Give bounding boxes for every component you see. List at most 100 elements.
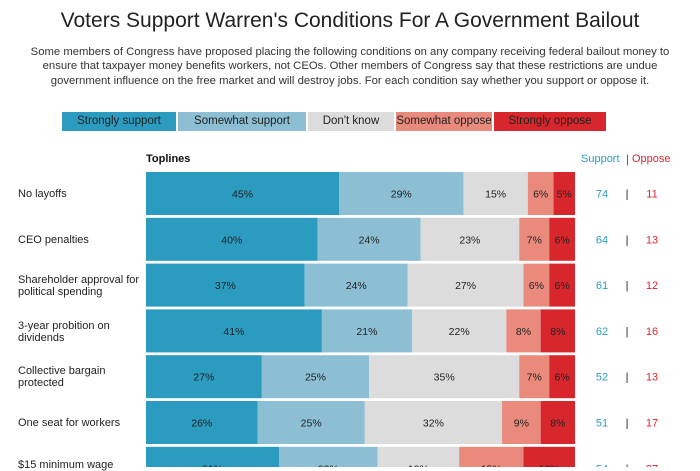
row-label-ceo-penalties: CEO penalties bbox=[18, 234, 89, 246]
bar-strongly-support-shareholder-approval-for-political-spending bbox=[146, 263, 305, 307]
oppose-total: 16 bbox=[646, 326, 658, 338]
row-label-no-layoffs: No layoffs bbox=[18, 188, 67, 200]
bar-strongly-oppose-ceo-penalties bbox=[549, 217, 575, 261]
bar-value-label: 24% bbox=[359, 234, 380, 246]
net-separator: | bbox=[626, 234, 629, 246]
oppose-total: 12 bbox=[646, 280, 658, 292]
legend-item-strongly-oppose: Strongly oppose bbox=[494, 112, 606, 131]
net-separator: | bbox=[626, 326, 629, 338]
bar-strongly-oppose-3-year-probition-on-dividends bbox=[540, 309, 575, 353]
bar-value-label: 6% bbox=[555, 280, 570, 292]
row-label-shareholder-approval: Shareholder approval for political spend… bbox=[18, 274, 140, 298]
bar-somewhat-oppose-3-year-probition-on-dividends bbox=[506, 309, 541, 353]
bar-value-label: 15% bbox=[481, 463, 502, 467]
bar-somewhat-oppose-collective-bargain-protected bbox=[519, 355, 550, 399]
bar-don-t-know-one-seat-for-workers bbox=[364, 401, 503, 444]
bar-strongly-oppose-no-layoffs bbox=[553, 172, 575, 215]
support-total: 61 bbox=[596, 280, 608, 292]
net-separator: | bbox=[626, 280, 629, 292]
chart-subtitle: Some members of Congress have proposed p… bbox=[30, 46, 670, 87]
legend-item-somewhat-support: Somewhat support bbox=[178, 112, 306, 131]
bar-value-label: 12% bbox=[539, 463, 560, 467]
bar-value-label: 8% bbox=[550, 326, 565, 338]
bar-value-label: 31% bbox=[202, 463, 223, 467]
bar-strongly-support-collective-bargain-protected bbox=[146, 355, 262, 399]
bar-somewhat-oppose-no-layoffs bbox=[527, 172, 554, 215]
row-label-one-seat: One seat for workers bbox=[18, 417, 121, 429]
support-total: 64 bbox=[596, 234, 608, 246]
bar-somewhat-oppose-shareholder-approval-for-political-spending bbox=[523, 263, 550, 307]
net-separator: | bbox=[626, 418, 629, 430]
bar-value-label: 8% bbox=[550, 418, 565, 430]
bar-value-label: 7% bbox=[527, 372, 542, 384]
bar-strongly-oppose-one-seat-for-workers bbox=[540, 401, 575, 444]
bar-somewhat-support-15-minimum-wage bbox=[278, 446, 378, 467]
bar-value-label: 8% bbox=[516, 326, 531, 338]
legend: Strongly support Somewhat support Don't … bbox=[62, 112, 606, 131]
bar-value-label: 45% bbox=[232, 189, 253, 201]
bar-strongly-support-3-year-probition-on-dividends bbox=[146, 309, 322, 353]
oppose-total: 27 bbox=[646, 463, 658, 467]
net-separator: | bbox=[626, 463, 629, 467]
bar-value-label: 6% bbox=[529, 280, 544, 292]
bar-value-label: 24% bbox=[346, 280, 367, 292]
oppose-total: 17 bbox=[646, 418, 658, 430]
bar-value-label: 27% bbox=[193, 372, 214, 384]
bar-somewhat-oppose-15-minimum-wage bbox=[459, 446, 524, 467]
bar-value-label: 41% bbox=[223, 326, 244, 338]
bar-somewhat-oppose-ceo-penalties bbox=[519, 217, 550, 261]
row-label-dividends: 3-year probition on dividends bbox=[18, 320, 110, 344]
oppose-total: 13 bbox=[646, 234, 658, 246]
bar-value-label: 23% bbox=[459, 234, 480, 246]
bar-don-t-know-3-year-probition-on-dividends bbox=[411, 309, 507, 353]
bar-value-label: 23% bbox=[318, 463, 339, 467]
oppose-total: 13 bbox=[646, 372, 658, 384]
bar-strongly-support-ceo-penalties bbox=[146, 217, 318, 261]
bar-value-label: 35% bbox=[434, 372, 455, 384]
bar-don-t-know-ceo-penalties bbox=[420, 217, 520, 261]
bar-somewhat-oppose-one-seat-for-workers bbox=[502, 401, 541, 444]
bar-somewhat-support-shareholder-approval-for-political-spending bbox=[304, 263, 408, 307]
support-total: 62 bbox=[596, 326, 608, 338]
chart-title: Voters Support Warren's Conditions For A… bbox=[60, 9, 640, 32]
bar-value-label: 25% bbox=[301, 418, 322, 430]
bar-value-label: 19% bbox=[408, 463, 429, 467]
bar-value-label: 29% bbox=[391, 189, 412, 201]
bar-somewhat-support-no-layoffs bbox=[339, 172, 464, 215]
support-total: 54 bbox=[596, 463, 608, 467]
bar-strongly-support-no-layoffs bbox=[146, 172, 340, 215]
net-separator: | bbox=[626, 189, 629, 201]
bar-strongly-oppose-shareholder-approval-for-political-spending bbox=[549, 263, 575, 307]
bar-value-label: 37% bbox=[215, 280, 236, 292]
bar-somewhat-support-collective-bargain-protected bbox=[261, 355, 370, 399]
legend-item-somewhat-oppose: Somewhat oppose bbox=[396, 112, 492, 131]
bar-somewhat-support-3-year-probition-on-dividends bbox=[321, 309, 412, 353]
row-label-collective-bargain: Collective bargain protected bbox=[18, 365, 106, 389]
bar-don-t-know-shareholder-approval-for-political-spending bbox=[407, 263, 524, 307]
bar-value-label: 7% bbox=[527, 234, 542, 246]
section-label-toplines: Toplines bbox=[146, 153, 191, 165]
support-total: 52 bbox=[596, 372, 608, 384]
bar-strongly-oppose-15-minimum-wage bbox=[523, 446, 575, 467]
bar-value-label: 5% bbox=[557, 189, 572, 201]
bar-value-label: 6% bbox=[555, 234, 570, 246]
bar-somewhat-support-one-seat-for-workers bbox=[257, 401, 365, 444]
bar-don-t-know-collective-bargain-protected bbox=[369, 355, 520, 399]
bar-value-label: 9% bbox=[514, 418, 529, 430]
bar-strongly-support-one-seat-for-workers bbox=[146, 401, 258, 444]
bar-value-label: 25% bbox=[305, 372, 326, 384]
bar-don-t-know-no-layoffs bbox=[463, 172, 528, 215]
legend-item-dont-know: Don't know bbox=[308, 112, 394, 131]
legend-item-strongly-support: Strongly support bbox=[62, 112, 176, 131]
bar-value-label: 15% bbox=[485, 189, 506, 201]
bar-value-label: 6% bbox=[555, 372, 570, 384]
bar-value-label: 40% bbox=[221, 234, 242, 246]
oppose-header: Oppose bbox=[632, 153, 671, 165]
bar-don-t-know-15-minimum-wage bbox=[377, 446, 460, 467]
bar-value-label: 32% bbox=[423, 418, 444, 430]
support-total: 51 bbox=[596, 418, 608, 430]
net-separator: | bbox=[626, 372, 629, 384]
bar-value-label: 22% bbox=[449, 326, 470, 338]
support-header: Support bbox=[581, 153, 620, 165]
